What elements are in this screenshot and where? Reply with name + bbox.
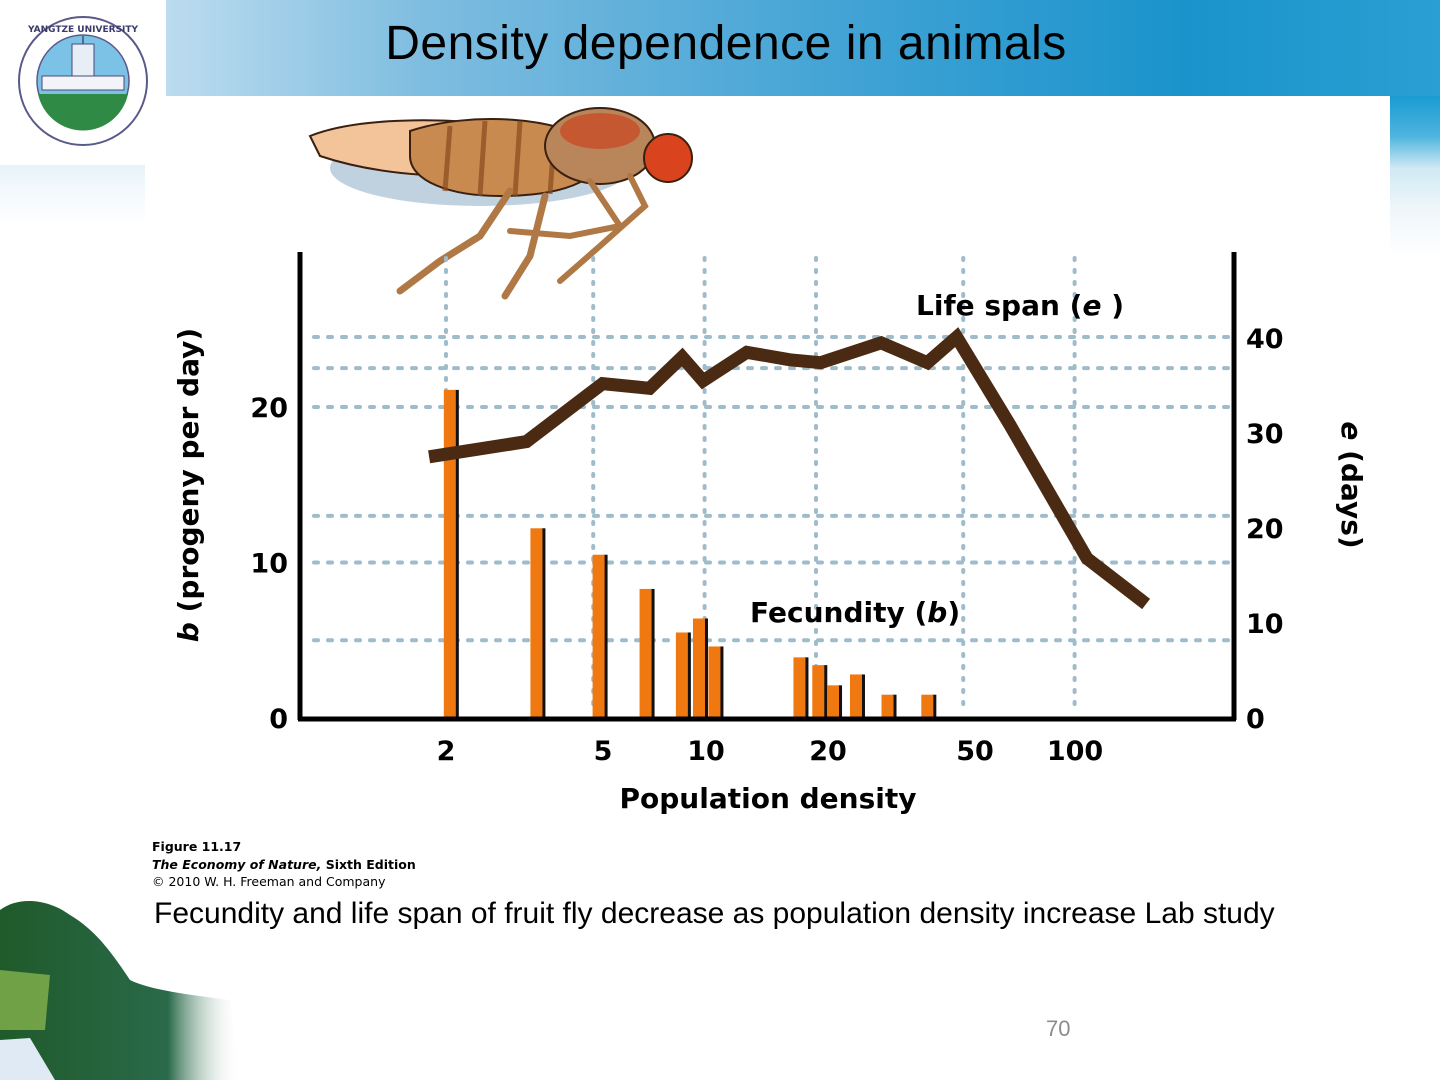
header-sky-banner — [166, 0, 1440, 96]
slide-title: Density dependence in animals — [385, 17, 1067, 70]
x-tick-label: 50 — [956, 736, 994, 767]
university-logo: YANGTZE UNIVERSITY — [18, 16, 148, 146]
fecundity-bar — [675, 632, 688, 718]
fecundity-bar-shadow — [454, 389, 459, 718]
fecundity-bar — [639, 588, 652, 718]
fecundity-bar — [827, 685, 840, 718]
fecundity-bar-shadow — [823, 665, 828, 718]
slide-caption: Fecundity and life span of fruit fly dec… — [154, 897, 1275, 930]
fecundity-label: Fecundity (b) — [750, 596, 960, 629]
fecundity-bar-shadow — [932, 694, 937, 718]
right-tick-label: 10 — [1246, 609, 1284, 640]
figure-credit: Figure 11.17 The Economy of Nature, Sixt… — [152, 838, 416, 891]
grid-lines — [312, 256, 1232, 714]
chart-axes — [297, 252, 1237, 722]
x-tick-label: 100 — [1047, 736, 1103, 767]
left-tick-label: 10 — [250, 549, 288, 580]
x-tick-label: 5 — [594, 736, 613, 767]
fecundity-bar — [530, 528, 543, 718]
fecundity-bar — [793, 657, 806, 718]
fecundity-bar-shadow — [650, 588, 655, 718]
fecundity-bar-shadow — [892, 694, 897, 718]
x-tick-label: 2 — [437, 736, 456, 767]
fecundity-bar-shadow — [804, 657, 809, 718]
fecundity-bar-shadow — [838, 685, 843, 718]
fecundity-bar-shadow — [603, 554, 608, 718]
lifespan-line — [428, 327, 1151, 610]
right-tick-labels: 0 10 20 30 40 — [1246, 324, 1284, 735]
right-axis-title: e (days) — [1335, 421, 1368, 548]
book-title: The Economy of Nature, Sixth Edition — [152, 856, 416, 872]
right-axis-title-var: e — [1335, 421, 1368, 440]
right-tick-label: 20 — [1246, 514, 1284, 545]
fecundity-bar — [692, 618, 705, 718]
sky-left-strip — [0, 165, 145, 225]
left-axis-title-rest: (progeny per day) — [172, 328, 205, 622]
fecundity-bars — [443, 389, 937, 718]
left-axis-title-var: b — [172, 622, 205, 642]
fecundity-bar-shadow — [719, 646, 724, 718]
sky-right-edge — [1390, 96, 1440, 256]
waterfall-landscape-decoration — [0, 900, 240, 1080]
right-tick-label: 30 — [1246, 419, 1284, 450]
right-axis-title-rest: (days) — [1335, 440, 1368, 548]
fecundity-bar — [592, 554, 605, 718]
fecundity-bar — [849, 674, 862, 718]
fecundity-bar — [881, 694, 894, 718]
x-tick-label: 20 — [809, 736, 847, 767]
lifespan-label: Life span (e ) — [916, 289, 1124, 322]
fecundity-bar — [708, 646, 721, 718]
left-axis-title: b (progeny per day) — [172, 328, 205, 642]
fecundity-bar-shadow — [541, 528, 546, 718]
figure-number: Figure 11.17 — [152, 839, 242, 854]
fly-leg — [396, 187, 514, 295]
fecundity-bar-shadow — [686, 632, 691, 718]
right-tick-label: 0 — [1246, 704, 1265, 735]
x-tick-label: 10 — [687, 736, 725, 767]
left-tick-label: 0 — [269, 704, 288, 735]
left-tick-label: 20 — [250, 393, 288, 424]
copyright: © 2010 W. H. Freeman and Company — [152, 874, 386, 889]
content-area — [145, 96, 1390, 886]
fly-eye — [643, 133, 693, 183]
fecundity-bar — [443, 389, 456, 718]
fecundity-bar-shadow — [703, 618, 708, 718]
fecundity-bar — [812, 665, 825, 718]
x-tick-labels: 2 5 10 20 50 100 — [437, 736, 1104, 767]
fecundity-bar — [921, 694, 934, 718]
x-axis-title: Population density — [620, 782, 917, 815]
left-tick-labels: 0 10 20 — [250, 393, 288, 735]
fruit-fly-illustration — [308, 107, 693, 300]
right-tick-label: 40 — [1246, 324, 1284, 355]
logo-text: YANGTZE UNIVERSITY — [27, 25, 139, 35]
fecundity-bar-shadow — [860, 674, 865, 718]
page-number: 70 — [1046, 1016, 1071, 1041]
